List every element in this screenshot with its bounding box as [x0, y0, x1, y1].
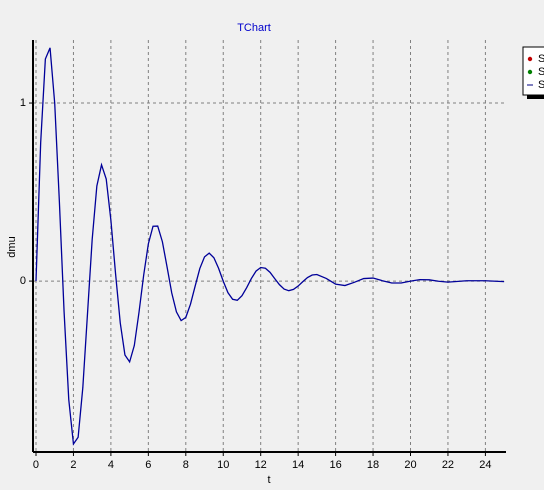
- line-series: [35, 47, 505, 446]
- x-tick-label: 10: [217, 459, 229, 471]
- x-tick-label: 22: [442, 459, 454, 471]
- x-tick-label: 6: [145, 459, 151, 471]
- x-tick-label: 12: [255, 459, 267, 471]
- y-tick-label: 0: [20, 275, 26, 287]
- y-axis-label: dmu: [6, 236, 18, 257]
- x-tick-label: 16: [329, 459, 341, 471]
- legend-label: S: [538, 79, 544, 91]
- x-tick-label: 18: [367, 459, 379, 471]
- x-tick-label: 4: [108, 459, 114, 471]
- x-tick-label: 14: [292, 459, 304, 471]
- x-tick-label: 0: [33, 459, 39, 471]
- y-tick-label: 1: [20, 97, 26, 109]
- legend-label: S: [538, 66, 544, 78]
- x-tick-label: 8: [183, 459, 189, 471]
- x-tick-label: 2: [70, 459, 76, 471]
- chart-title: TChart: [237, 22, 271, 34]
- x-tick-label: 24: [479, 459, 491, 471]
- legend-marker: [527, 69, 533, 75]
- legend-marker: [527, 56, 533, 62]
- legend-label: S: [538, 53, 544, 65]
- x-tick-label: 20: [404, 459, 416, 471]
- x-axis-label: t: [267, 474, 270, 486]
